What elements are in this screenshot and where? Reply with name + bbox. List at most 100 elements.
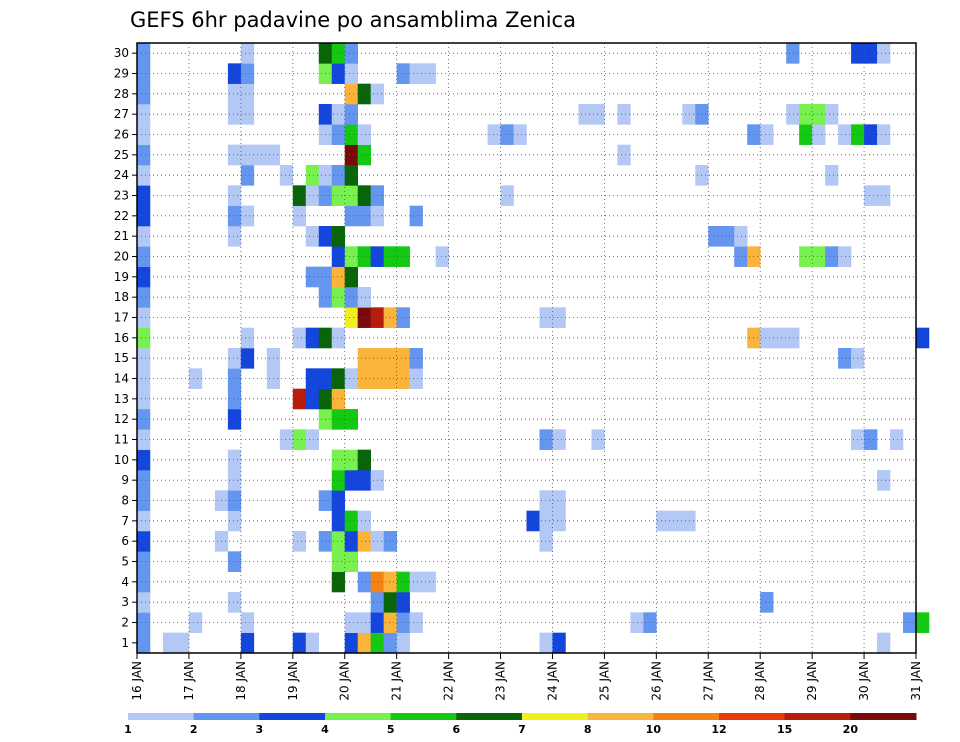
heatmap-cell bbox=[331, 449, 346, 471]
grid-lines bbox=[137, 43, 916, 653]
heatmap-cell bbox=[331, 226, 346, 247]
heatmap-cell bbox=[552, 632, 566, 654]
x-tick-label: 21 JAN bbox=[390, 661, 404, 701]
y-tick-label: 1 bbox=[121, 636, 129, 650]
legend-swatch bbox=[193, 713, 260, 720]
heatmap-cell bbox=[409, 368, 423, 389]
heatmap-cell bbox=[137, 632, 151, 654]
heatmap-cell bbox=[331, 490, 346, 511]
legend-label: 8 bbox=[584, 723, 592, 736]
heatmap-cell bbox=[357, 531, 371, 552]
heatmap-cell bbox=[383, 246, 397, 267]
heatmap-cell bbox=[227, 409, 242, 430]
heatmap-cell bbox=[331, 409, 346, 430]
x-tick-label: 17 JAN bbox=[182, 661, 196, 701]
heatmap-cell bbox=[435, 246, 449, 267]
heatmap-cell bbox=[812, 246, 826, 267]
heatmap-cell bbox=[539, 429, 553, 450]
heatmap-cell bbox=[552, 490, 566, 511]
heatmap-cell bbox=[227, 83, 242, 105]
y-tick-label: 20 bbox=[114, 250, 129, 264]
chart-title: GEFS 6hr padavine po ansamblima Zenica bbox=[130, 8, 576, 32]
heatmap-cell bbox=[188, 368, 203, 389]
heatmap-cell bbox=[344, 266, 359, 288]
heatmap-cell bbox=[825, 104, 839, 125]
heatmap-cell bbox=[137, 449, 151, 471]
heatmap-cell bbox=[331, 43, 346, 64]
heatmap-cell bbox=[396, 612, 410, 633]
y-tick-label: 22 bbox=[114, 209, 129, 223]
heatmap-cell bbox=[227, 205, 242, 227]
heatmap-cell bbox=[513, 124, 527, 145]
y-tick-label: 27 bbox=[114, 107, 129, 121]
heatmap-cell bbox=[240, 327, 255, 349]
y-tick-label: 24 bbox=[114, 168, 129, 182]
heatmap-cell bbox=[760, 327, 774, 349]
heatmap-cell bbox=[344, 63, 359, 84]
legend-swatch bbox=[128, 713, 195, 720]
legend-label: 20 bbox=[843, 723, 859, 736]
heatmap-cell bbox=[331, 287, 346, 308]
y-tick-label: 7 bbox=[121, 514, 129, 528]
heatmap-cell bbox=[682, 104, 696, 125]
heatmap-cell bbox=[357, 632, 371, 654]
heatmap-cell bbox=[409, 348, 423, 369]
y-tick-label: 19 bbox=[114, 270, 129, 284]
heatmap-cell bbox=[786, 327, 800, 349]
legend-swatch bbox=[719, 713, 786, 720]
heatmap-cell bbox=[240, 205, 255, 227]
heatmap-cell bbox=[786, 43, 800, 64]
y-tick-label: 8 bbox=[121, 494, 129, 508]
heatmap-cell bbox=[227, 470, 242, 491]
heatmap-cell bbox=[292, 388, 307, 410]
legend-swatch bbox=[587, 713, 654, 720]
heatmap-cell bbox=[357, 571, 371, 593]
heatmap-cell bbox=[344, 510, 359, 532]
x-tick-label: 30 JAN bbox=[857, 661, 871, 701]
legend-label: 15 bbox=[777, 723, 792, 736]
heatmap-cell bbox=[137, 124, 151, 145]
y-tick-label: 28 bbox=[114, 87, 129, 101]
heatmap-cell bbox=[344, 185, 359, 206]
heatmap-cell bbox=[357, 348, 371, 369]
legend-label: 7 bbox=[518, 723, 526, 736]
heatmap-cell bbox=[591, 429, 605, 450]
heatmap-cell bbox=[825, 165, 839, 186]
heatmap-cell bbox=[864, 124, 878, 145]
heatmap-cell bbox=[396, 632, 410, 654]
heatmap-cell bbox=[890, 429, 904, 450]
x-tick-label: 16 JAN bbox=[130, 661, 144, 701]
heatmap-cell bbox=[137, 83, 151, 105]
heatmap-cell bbox=[344, 287, 359, 308]
heatmap-cell bbox=[838, 348, 852, 369]
heatmap-cell bbox=[279, 165, 294, 186]
heatmap-cell bbox=[396, 592, 410, 613]
heatmap-cell bbox=[760, 592, 774, 613]
x-tick-label: 31 JAN bbox=[909, 661, 923, 701]
heatmap-cell bbox=[137, 226, 151, 247]
legend-swatch bbox=[653, 713, 720, 720]
y-tick-label: 3 bbox=[121, 595, 129, 609]
heatmap-cell bbox=[500, 124, 514, 145]
heatmap-cell bbox=[409, 205, 423, 227]
x-tick-label: 29 JAN bbox=[805, 661, 819, 701]
heatmap-cell bbox=[331, 571, 346, 593]
heatmap-cell bbox=[344, 124, 359, 145]
heatmap-cell bbox=[344, 409, 359, 430]
plot-frame bbox=[136, 42, 917, 654]
y-tick-label: 13 bbox=[114, 392, 129, 406]
heatmap-cell bbox=[344, 632, 359, 654]
x-tick-label: 18 JAN bbox=[234, 661, 248, 701]
heatmap-cell bbox=[500, 185, 514, 206]
heatmap-cell bbox=[344, 307, 359, 328]
heatmap-cell bbox=[357, 287, 371, 308]
heatmap-cell bbox=[877, 124, 891, 145]
legend-swatch bbox=[390, 713, 457, 720]
heatmap-cell bbox=[331, 266, 346, 288]
heatmap-cell bbox=[137, 510, 151, 532]
heatmap-cell bbox=[227, 388, 242, 410]
y-tick-label: 4 bbox=[121, 575, 129, 589]
heatmap-cell bbox=[617, 144, 631, 166]
heatmap-cell bbox=[786, 104, 800, 125]
